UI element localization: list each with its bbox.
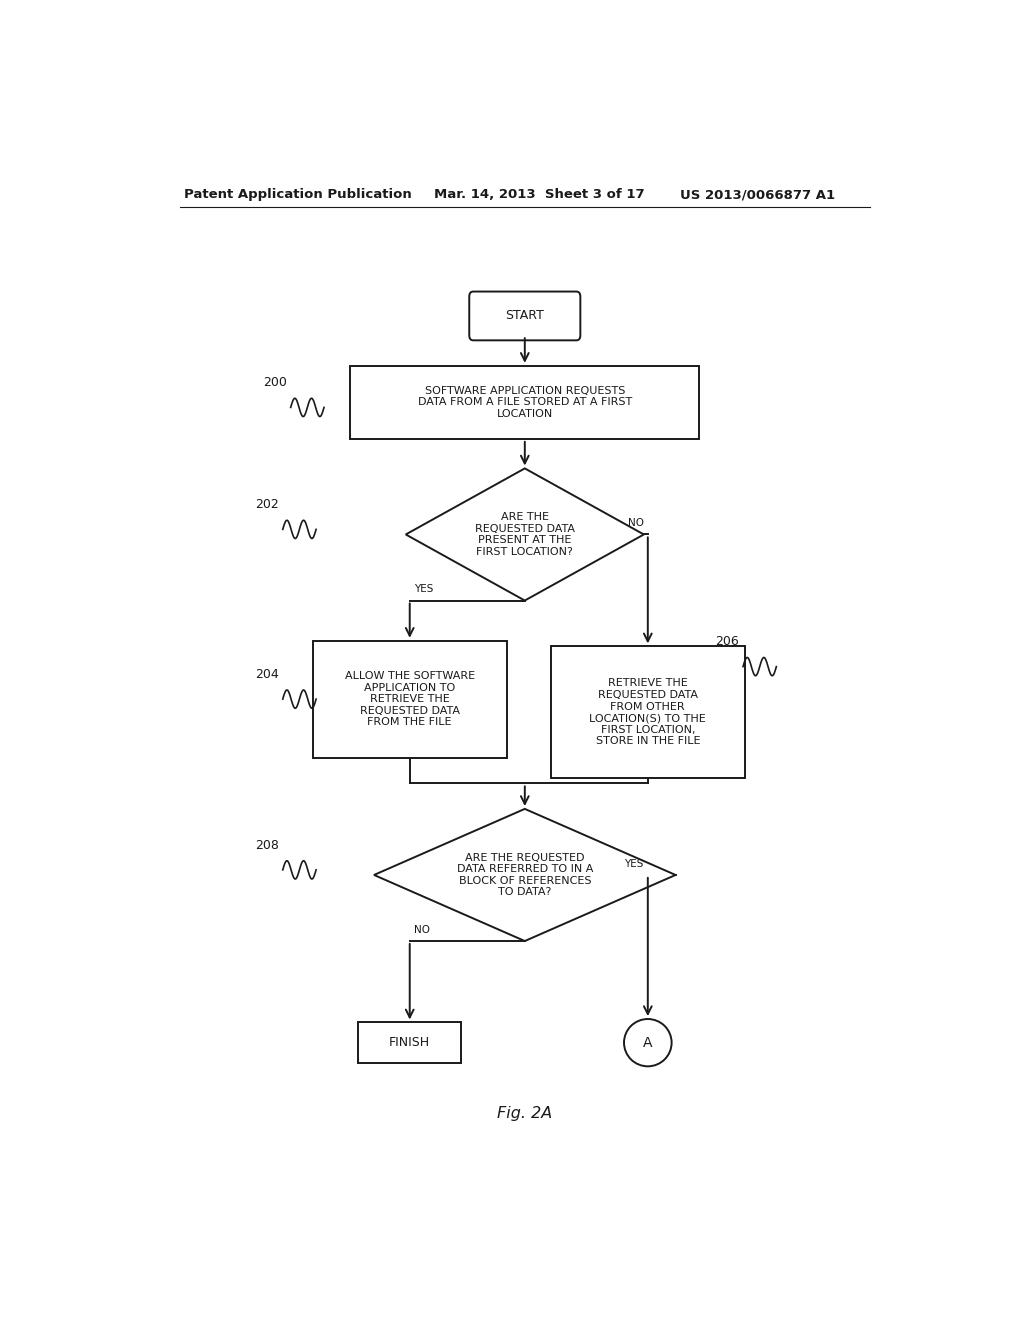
- Text: NO: NO: [414, 925, 430, 935]
- Text: ARE THE REQUESTED
DATA REFERRED TO IN A
BLOCK OF REFERENCES
TO DATA?: ARE THE REQUESTED DATA REFERRED TO IN A …: [457, 853, 593, 898]
- Text: ALLOW THE SOFTWARE
APPLICATION TO
RETRIEVE THE
REQUESTED DATA
FROM THE FILE: ALLOW THE SOFTWARE APPLICATION TO RETRIE…: [345, 671, 475, 727]
- Text: NO: NO: [628, 519, 644, 528]
- Bar: [358, 1022, 461, 1063]
- Text: Patent Application Publication: Patent Application Publication: [183, 189, 412, 202]
- Text: A: A: [643, 1036, 652, 1049]
- Ellipse shape: [624, 1019, 672, 1067]
- Text: 206: 206: [716, 635, 739, 648]
- Bar: [312, 640, 507, 758]
- Text: ARE THE
REQUESTED DATA
PRESENT AT THE
FIRST LOCATION?: ARE THE REQUESTED DATA PRESENT AT THE FI…: [475, 512, 574, 557]
- Text: 202: 202: [255, 498, 279, 511]
- Text: 200: 200: [263, 376, 287, 389]
- Text: START: START: [506, 309, 544, 322]
- Text: YES: YES: [625, 859, 644, 869]
- Text: YES: YES: [414, 585, 433, 594]
- Text: Fig. 2A: Fig. 2A: [498, 1106, 552, 1121]
- Text: 208: 208: [255, 838, 279, 851]
- Text: US 2013/0066877 A1: US 2013/0066877 A1: [680, 189, 835, 202]
- Text: FINISH: FINISH: [389, 1036, 430, 1049]
- Bar: [350, 366, 699, 440]
- Text: 204: 204: [255, 668, 279, 681]
- Text: RETRIEVE THE
REQUESTED DATA
FROM OTHER
LOCATION(S) TO THE
FIRST LOCATION,
STORE : RETRIEVE THE REQUESTED DATA FROM OTHER L…: [590, 678, 707, 746]
- FancyBboxPatch shape: [469, 292, 581, 341]
- Bar: [551, 647, 745, 779]
- Polygon shape: [406, 469, 644, 601]
- Text: Mar. 14, 2013  Sheet 3 of 17: Mar. 14, 2013 Sheet 3 of 17: [433, 189, 644, 202]
- Text: SOFTWARE APPLICATION REQUESTS
DATA FROM A FILE STORED AT A FIRST
LOCATION: SOFTWARE APPLICATION REQUESTS DATA FROM …: [418, 385, 632, 418]
- Polygon shape: [374, 809, 676, 941]
